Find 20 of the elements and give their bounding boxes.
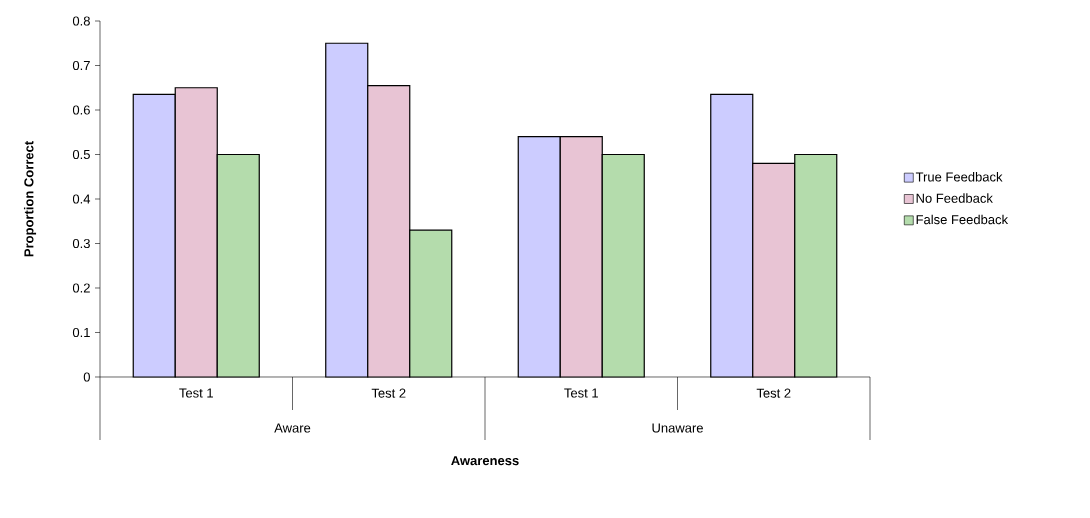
- y-tick-label: 0.5: [72, 149, 90, 160]
- x-axis-title: Awareness: [451, 456, 519, 466]
- legend-label: False Feedback: [916, 214, 1009, 225]
- legend-label: True Feedback: [915, 171, 1003, 182]
- x-tick-label: Test 1: [179, 388, 213, 398]
- text: Aware: [274, 423, 311, 433]
- y-tick-label: 0.4: [72, 194, 91, 204]
- y-axis-title: Proportion Correct: [23, 141, 37, 257]
- y-tick-label: 0.6: [72, 105, 90, 115]
- y-tick-label: 0.8: [72, 16, 90, 26]
- y-tick-label: 0.2: [72, 283, 90, 293]
- y-tick-label: 0: [83, 372, 90, 382]
- text: Unaware: [652, 423, 703, 433]
- y-tick-label: 0.7: [72, 60, 90, 71]
- y-tick-label: 0.3: [72, 238, 90, 249]
- x-tick-label: Test 2: [371, 388, 406, 398]
- x-tick-label: Test 2: [756, 388, 791, 398]
- y-tick-label: 0.1: [72, 327, 90, 338]
- legend-label: No Feedback: [916, 193, 993, 203]
- x-tick-label: Test 1: [564, 388, 598, 398]
